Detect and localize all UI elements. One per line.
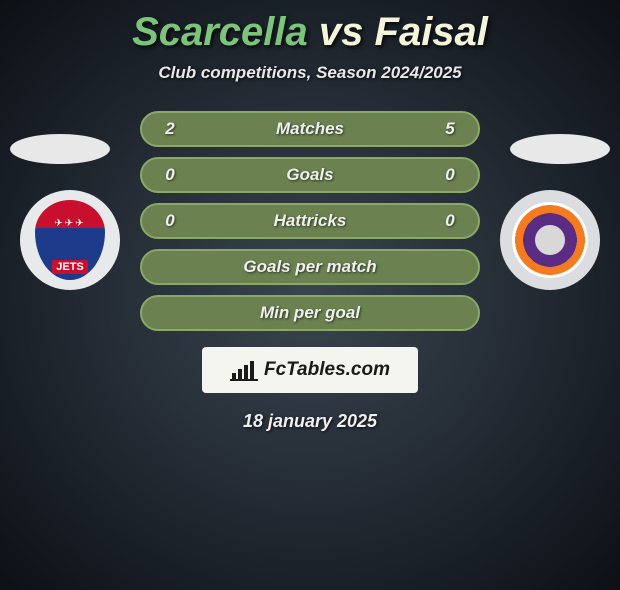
- stat-label: Goals: [182, 165, 438, 185]
- stat-left-value: 0: [158, 165, 182, 185]
- logo-text: FcTables.com: [264, 359, 390, 381]
- jets-badge-text: JETS: [52, 260, 88, 274]
- stat-left-value: 2: [158, 119, 182, 139]
- player1-name: Scarcella: [132, 10, 308, 54]
- player1-avatar-placeholder: [10, 134, 110, 164]
- player2-club-badge: [500, 190, 600, 290]
- stat-row-gpm: Goals per match: [140, 249, 480, 285]
- stat-row-mpg: Min per goal: [140, 295, 480, 331]
- competition-subtitle: Club competitions, Season 2024/2025: [0, 63, 620, 83]
- stat-right-value: 0: [438, 211, 462, 231]
- stat-row-hattricks: 0 Hattricks 0: [140, 203, 480, 239]
- stat-row-goals: 0 Goals 0: [140, 157, 480, 193]
- stat-label: Goals per match: [182, 257, 438, 277]
- player2-name: Faisal: [375, 10, 488, 54]
- stat-left-value: 0: [158, 211, 182, 231]
- fctables-logo: FcTables.com: [202, 347, 418, 393]
- comparison-date: 18 january 2025: [0, 411, 620, 432]
- stat-label: Matches: [182, 119, 438, 139]
- stat-right-value: 0: [438, 165, 462, 185]
- stat-label: Hattricks: [182, 211, 438, 231]
- jets-shield-icon: ✈✈✈ JETS: [35, 200, 105, 280]
- stat-label: Min per goal: [182, 303, 438, 323]
- glory-ball-icon: [535, 225, 565, 255]
- player2-avatar-placeholder: [510, 134, 610, 164]
- stat-right-value: 5: [438, 119, 462, 139]
- glory-circle-icon: [512, 202, 588, 278]
- vs-text: vs: [319, 10, 364, 54]
- jets-planes-icon: ✈✈✈: [54, 218, 85, 229]
- player1-club-badge: ✈✈✈ JETS: [20, 190, 120, 290]
- comparison-title: Scarcella vs Faisal: [0, 10, 620, 55]
- bar-chart-icon: [230, 359, 258, 381]
- stats-container: 2 Matches 5 0 Goals 0 0 Hattricks 0 Goal…: [140, 111, 480, 331]
- stat-row-matches: 2 Matches 5: [140, 111, 480, 147]
